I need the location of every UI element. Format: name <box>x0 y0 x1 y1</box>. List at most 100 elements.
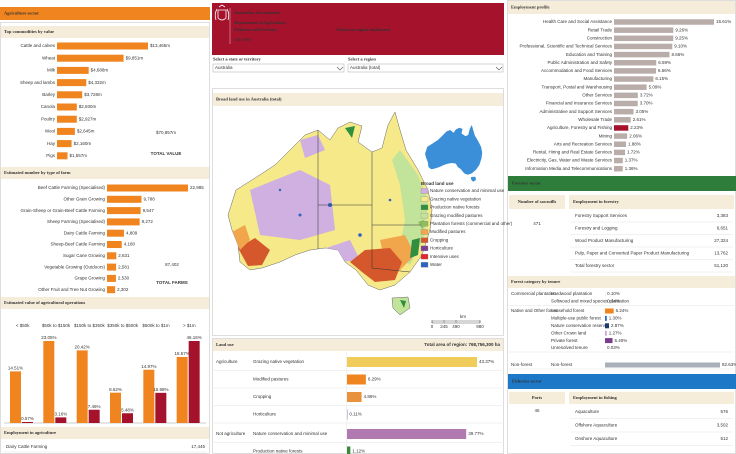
bar-label: Sheep-Beef Cattle Farming <box>50 242 105 247</box>
selector-label: Select a state or territory <box>213 57 262 62</box>
department-name: Fisheries and Forestry <box>234 27 278 32</box>
bar <box>122 413 133 423</box>
bar <box>57 54 124 62</box>
value-label: $2,927m <box>79 116 97 121</box>
value-label: 9.25% <box>675 35 688 40</box>
table-cell: Pulp, Paper and Converted Paper Product … <box>575 251 690 256</box>
water-body <box>278 188 282 192</box>
value-label: 22,985 <box>190 185 204 190</box>
value-label: $1,557m <box>70 153 88 158</box>
water-body <box>358 233 362 237</box>
value-label: 1.30% <box>609 316 622 321</box>
value-label: $4,688m <box>91 68 109 73</box>
value-label: 2.61% <box>633 117 646 122</box>
bar <box>614 165 623 172</box>
section-band <box>1 297 209 309</box>
group-label: Non-forest <box>511 362 533 367</box>
kpi-label: Number of sawmills <box>518 199 557 204</box>
value-label: 2,631 <box>118 253 130 258</box>
bar-label: Horticulture <box>253 412 277 417</box>
bar-label: Milk <box>47 68 56 73</box>
bar <box>107 229 124 237</box>
bar-label: Unresolved tenure <box>551 345 588 350</box>
bar <box>614 157 623 164</box>
value-label: 43.37% <box>479 359 494 364</box>
value-label: 0.14% <box>607 299 620 304</box>
value-label: 7.46% <box>88 404 101 409</box>
bar-label: Grain-Sheep or Grain-Beef Cattle Farming <box>20 208 105 213</box>
value-label: 39.77% <box>468 431 483 436</box>
state-dropdown[interactable] <box>212 63 345 73</box>
bar-label: Accommodation and Food Services <box>541 68 613 73</box>
legend-swatch <box>420 196 429 202</box>
section-title: Estimated value of agricultural operatio… <box>4 300 85 305</box>
bar <box>347 392 362 402</box>
section-band <box>509 195 565 209</box>
section-title: Employment in agriculture <box>4 430 56 435</box>
bar-label: Public Administration and Safety <box>547 60 612 65</box>
bar <box>107 263 117 271</box>
value-label: 1.12% <box>352 449 365 454</box>
bar-label: Hardwood plantation <box>551 291 593 296</box>
group-label: Not agriculture <box>216 431 246 436</box>
bar-label: Information Media and Telecommunications <box>525 166 612 171</box>
bar <box>614 68 657 74</box>
region-dropdown[interactable] <box>347 63 504 73</box>
section-title: Employment in fishing <box>573 395 618 400</box>
value-label: 0.03% <box>607 345 620 350</box>
land-use-area <box>238 238 270 266</box>
land-use-area <box>345 126 355 138</box>
value-label: 2.06% <box>629 133 642 138</box>
bar <box>614 27 674 33</box>
bar-label: Pigs <box>46 153 56 158</box>
selector-value: Australia <box>215 65 233 70</box>
x-tick-label: < $50k <box>16 323 30 328</box>
kpi-value: 45 <box>534 408 540 413</box>
section-title: Broad land use in Australia (total) <box>216 97 282 102</box>
bar <box>43 341 55 423</box>
legend-swatch <box>420 253 429 260</box>
bar-label: Mining <box>599 133 613 138</box>
value-label: 1.88% <box>628 141 641 146</box>
bar-label: Nature conservation and minimal use <box>253 431 328 436</box>
value-label: 8.52% <box>109 387 122 392</box>
bar-label: Cattle and calves <box>20 43 55 48</box>
bar <box>107 184 188 192</box>
value-label: 0.11% <box>349 412 361 417</box>
table-cell: Dairy Cattle Farming <box>6 444 48 449</box>
bar <box>107 286 116 294</box>
total-caption: TOTAL FARMS <box>156 280 188 285</box>
bar-label: Non-forest <box>551 362 573 367</box>
legend-swatch <box>420 229 429 235</box>
dashboard-title: About my region dashboard <box>336 27 391 32</box>
total-area: Total area of region: 768,756,300 ha <box>424 342 500 347</box>
group-label: Commercial plantation <box>511 291 556 296</box>
government-name: Australian Government <box>234 10 280 15</box>
bar-label: Rental, Hiring and Real Estate Services <box>533 150 613 155</box>
bar-label: Barley <box>42 92 56 97</box>
bar-label: Leasehold forest <box>551 308 585 313</box>
bar <box>347 357 477 367</box>
bar-label: Sheep Farming (Specialised) <box>47 219 106 224</box>
legend-label: Intensive uses <box>430 254 460 259</box>
legend-label: Cropping <box>430 237 449 242</box>
bar <box>107 274 116 282</box>
section-band <box>508 1 735 14</box>
section-band <box>213 93 503 106</box>
crest-star <box>218 4 226 8</box>
bar <box>188 341 200 423</box>
scale-unit: km <box>460 314 466 319</box>
header-banner <box>212 3 504 55</box>
bar <box>57 140 72 148</box>
value-label: 5.40% <box>615 338 628 343</box>
selector-label: Select a region <box>348 57 376 62</box>
bar-label: Transport, Postal and Warehousing <box>542 84 613 89</box>
value-label: 9,788 <box>143 196 155 201</box>
dropdown-arrow <box>495 66 503 71</box>
bar-label: Manufacturing <box>583 76 612 81</box>
section-title: Employment in forestry <box>573 199 620 204</box>
bar <box>614 141 627 147</box>
bar-label: Beef Cattle Farming (Specialised) <box>38 185 106 190</box>
bar <box>614 60 657 66</box>
land-use-area <box>350 248 402 282</box>
